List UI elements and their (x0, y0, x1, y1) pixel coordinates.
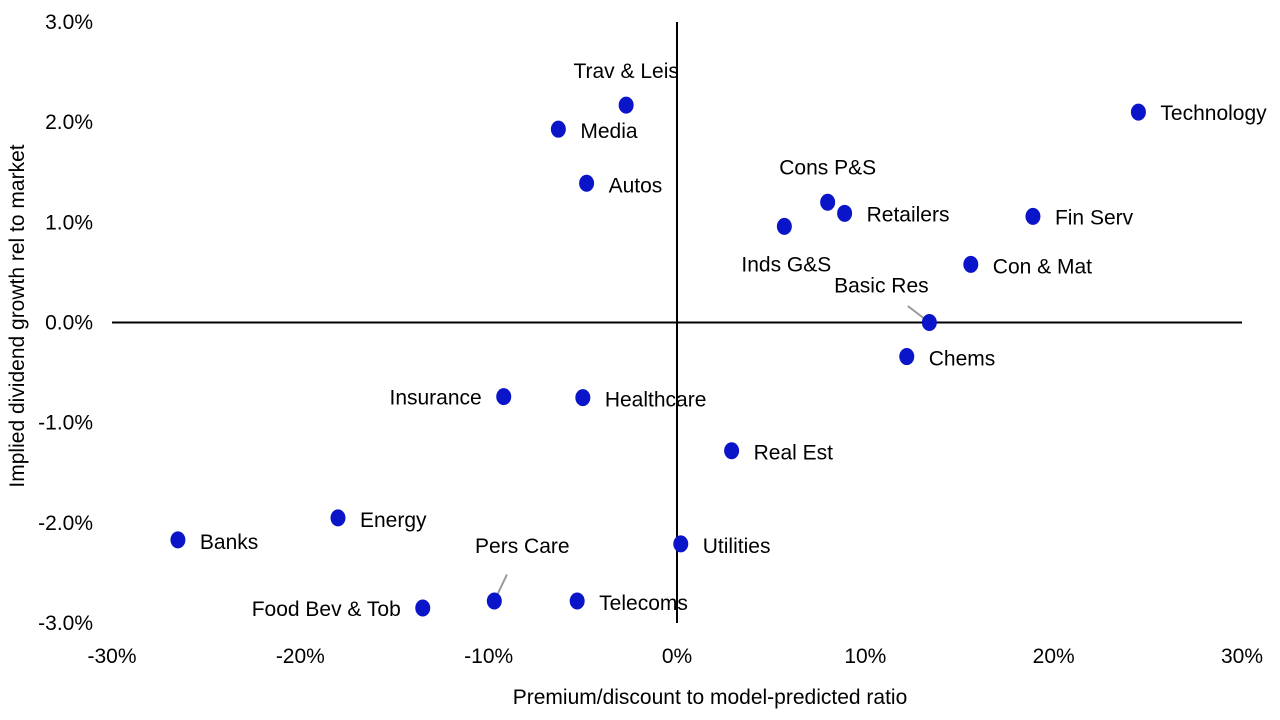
y-tick-label: 2.0% (45, 111, 93, 134)
point-label-inds-gands: Inds G&S (741, 253, 831, 276)
point-label-healthcare: Healthcare (605, 389, 707, 412)
point-retailers (837, 204, 853, 222)
y-tick-label: 1.0% (45, 211, 93, 234)
point-label-trav-and-leis: Trav & Leis (573, 60, 678, 83)
point-technology (1130, 103, 1146, 121)
x-tick-label: 30% (1221, 645, 1263, 668)
data-points (170, 96, 1146, 617)
point-fin-serv (1025, 207, 1041, 225)
point-labels: Technology Trav & Leis Media Autos Cons P&S R… (200, 60, 1267, 621)
point-utilities (673, 535, 689, 553)
point-label-retailers: Retailers (867, 203, 950, 226)
point-telecoms (569, 592, 585, 610)
x-tick-label: 20% (1033, 645, 1075, 668)
point-chems (899, 348, 915, 366)
x-axis-ticks: -30% -20% -10% 0% 10% 20% 30% (87, 645, 1263, 668)
point-basic-res (921, 314, 937, 331)
point-label-banks: Banks (200, 531, 258, 554)
y-tick-label: -2.0% (38, 512, 93, 535)
point-label-telecoms: Telecoms (599, 592, 688, 615)
point-insurance (496, 388, 512, 406)
point-label-pers-care: Pers Care (475, 535, 570, 558)
point-label-media: Media (580, 120, 638, 143)
point-con-and-mat (963, 255, 979, 273)
point-banks (170, 531, 186, 549)
x-tick-label: -30% (87, 645, 136, 668)
y-axis-title: Implied dividend growth rel to market (6, 144, 29, 487)
point-trav-and-leis (618, 96, 634, 114)
y-axis-ticks: 3.0% 2.0% 1.0% 0.0% -1.0% -2.0% -3.0% (38, 11, 93, 635)
point-cons-pands (820, 193, 836, 211)
point-food-bev-and-tob (415, 599, 431, 617)
x-tick-label: 0% (662, 645, 692, 668)
point-label-insurance: Insurance (389, 387, 481, 410)
x-tick-label: -20% (276, 645, 325, 668)
y-tick-label: -3.0% (38, 612, 93, 635)
x-tick-label: 10% (844, 645, 886, 668)
point-energy (330, 509, 346, 527)
point-label-autos: Autos (609, 174, 663, 197)
point-label-con-and-mat: Con & Mat (993, 255, 1092, 278)
point-inds-gands (776, 217, 792, 235)
y-tick-label: 3.0% (45, 11, 93, 34)
point-pers-care (486, 592, 502, 610)
point-healthcare (575, 389, 591, 407)
y-tick-label: -1.0% (38, 412, 93, 435)
point-label-real-est: Real Est (754, 442, 834, 465)
point-label-chems: Chems (929, 348, 996, 371)
point-label-technology: Technology (1160, 102, 1267, 125)
point-label-basic-res: Basic Res (834, 275, 929, 298)
x-tick-label: -10% (464, 645, 513, 668)
point-autos (579, 174, 595, 192)
point-label-food-bev-and-tob: Food Bev & Tob (252, 598, 401, 621)
point-real-est (724, 442, 740, 460)
point-label-fin-serv: Fin Serv (1055, 206, 1134, 229)
x-axis-title: Premium/discount to model-predicted rati… (513, 686, 908, 709)
point-media (550, 120, 566, 138)
point-label-energy: Energy (360, 509, 427, 532)
point-label-cons-pands: Cons P&S (779, 156, 876, 179)
y-tick-label: 0.0% (45, 312, 93, 335)
point-label-utilities: Utilities (703, 535, 771, 558)
